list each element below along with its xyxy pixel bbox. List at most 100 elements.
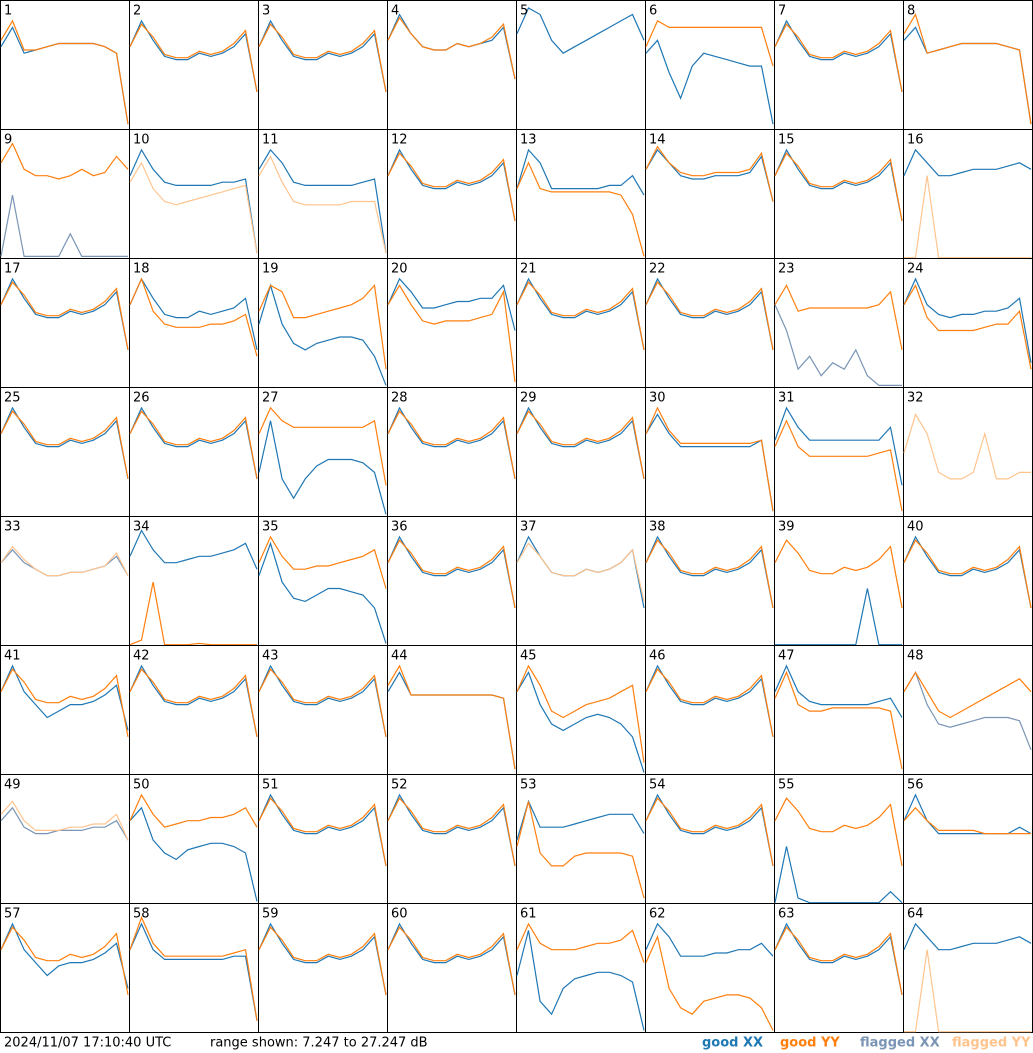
panel-label: 26 bbox=[133, 391, 150, 406]
spectrum-line bbox=[774, 419, 903, 512]
panel-frame bbox=[516, 516, 646, 646]
spectrum-line bbox=[645, 793, 774, 867]
panel-frame bbox=[129, 774, 259, 904]
panel-frame bbox=[0, 516, 130, 646]
panel-frame bbox=[0, 0, 130, 130]
panel-frame bbox=[516, 129, 646, 259]
spectrum-line bbox=[774, 797, 903, 867]
spectrum-line bbox=[0, 548, 129, 577]
spectrum-line bbox=[645, 39, 774, 125]
panel-frame bbox=[258, 903, 388, 1033]
panel-label: 42 bbox=[133, 649, 150, 664]
panel-label: 32 bbox=[907, 391, 924, 406]
panel-label: 62 bbox=[649, 907, 666, 922]
spectrum-line bbox=[774, 406, 903, 486]
spectrum-line bbox=[516, 664, 645, 763]
panel-label: 46 bbox=[649, 649, 666, 664]
spectrum-line bbox=[0, 277, 129, 351]
spectrum-line bbox=[775, 588, 902, 646]
spectrum-line bbox=[645, 668, 774, 738]
spectrum-line bbox=[387, 539, 516, 609]
spectrum-line bbox=[0, 26, 129, 125]
panel-frame bbox=[129, 903, 259, 1033]
spectrum-line bbox=[129, 410, 258, 480]
legend-entry: flagged YY bbox=[952, 1036, 1031, 1051]
panel-frame bbox=[774, 774, 904, 904]
spectrum-line bbox=[387, 535, 516, 609]
spectrum-line bbox=[258, 797, 387, 867]
spectrum-line bbox=[387, 410, 516, 480]
panel-label: 54 bbox=[649, 778, 666, 793]
panel-frame bbox=[903, 129, 1033, 259]
panel-label: 18 bbox=[133, 262, 150, 277]
spectrum-line bbox=[0, 142, 129, 180]
panel-frame bbox=[258, 129, 388, 259]
spectrum-line bbox=[903, 284, 1032, 370]
panel-label: 13 bbox=[520, 133, 537, 148]
panel-frame bbox=[645, 0, 775, 130]
spectrum-line bbox=[516, 161, 645, 257]
spectrum-line bbox=[645, 922, 774, 957]
spectrum-line bbox=[258, 793, 387, 867]
spectrum-line bbox=[387, 148, 516, 222]
spectrum-line bbox=[774, 670, 903, 770]
panel-label: 40 bbox=[907, 520, 924, 535]
panel-frame bbox=[0, 129, 130, 259]
panel-label: 56 bbox=[907, 778, 924, 793]
panel-label: 36 bbox=[391, 520, 408, 535]
spectrum-line bbox=[258, 155, 387, 254]
spectrum-line bbox=[258, 926, 387, 996]
spectrum-line bbox=[258, 284, 387, 370]
spectrum-line bbox=[516, 406, 645, 480]
panel-frame bbox=[129, 387, 259, 517]
panel-label: 23 bbox=[778, 262, 795, 277]
panel-frame bbox=[774, 129, 904, 259]
panel-label: 58 bbox=[133, 907, 150, 922]
panel-label: 28 bbox=[391, 391, 408, 406]
panel-frame bbox=[516, 258, 646, 388]
spectrum-line bbox=[774, 23, 903, 93]
panel-frame bbox=[645, 645, 775, 775]
spectrum-line bbox=[904, 949, 1031, 1033]
spectrum-line bbox=[774, 19, 903, 93]
spectrum-line bbox=[645, 797, 774, 867]
spectrum-line bbox=[774, 148, 903, 222]
spectrum-line bbox=[387, 797, 516, 867]
panel-label: 11 bbox=[262, 133, 279, 148]
spectrum-line bbox=[645, 539, 774, 609]
spectrum-line bbox=[903, 535, 1032, 609]
panel-frame bbox=[387, 774, 517, 904]
legend-entry: flagged XX bbox=[860, 1036, 940, 1051]
panel-label: 5 bbox=[520, 4, 528, 19]
spectrum-line bbox=[645, 535, 774, 609]
panel-label: 50 bbox=[133, 778, 150, 793]
panel-frame bbox=[0, 258, 130, 388]
panel-frame bbox=[645, 258, 775, 388]
spectrum-line bbox=[258, 420, 387, 515]
panel-frame bbox=[387, 645, 517, 775]
spectrum-line bbox=[0, 806, 129, 841]
spectrum-line bbox=[645, 145, 774, 202]
spectrum-line bbox=[0, 194, 128, 257]
spectrum-line bbox=[903, 922, 1032, 951]
panel-label: 48 bbox=[907, 649, 924, 664]
panel-label: 25 bbox=[4, 391, 21, 406]
spectrum-line bbox=[258, 664, 387, 738]
spectrum-line bbox=[0, 406, 129, 480]
spectrum-line bbox=[387, 926, 516, 996]
panel-label: 52 bbox=[391, 778, 408, 793]
spectrum-line bbox=[0, 19, 129, 125]
panel-label: 1 bbox=[4, 4, 12, 19]
panel-frame bbox=[774, 903, 904, 1033]
spectrum-line bbox=[129, 806, 258, 902]
spectrum-line bbox=[387, 922, 516, 996]
spectrum-line bbox=[645, 406, 774, 512]
spectrum-line bbox=[129, 277, 258, 351]
panel-label: 45 bbox=[520, 649, 537, 664]
spectrum-line bbox=[0, 410, 129, 480]
spectrum-line bbox=[904, 175, 1031, 259]
spectrum-line bbox=[903, 412, 1031, 480]
spectrum-line bbox=[129, 277, 258, 357]
spectrum-line bbox=[258, 541, 387, 644]
panel-label: 64 bbox=[907, 907, 924, 922]
